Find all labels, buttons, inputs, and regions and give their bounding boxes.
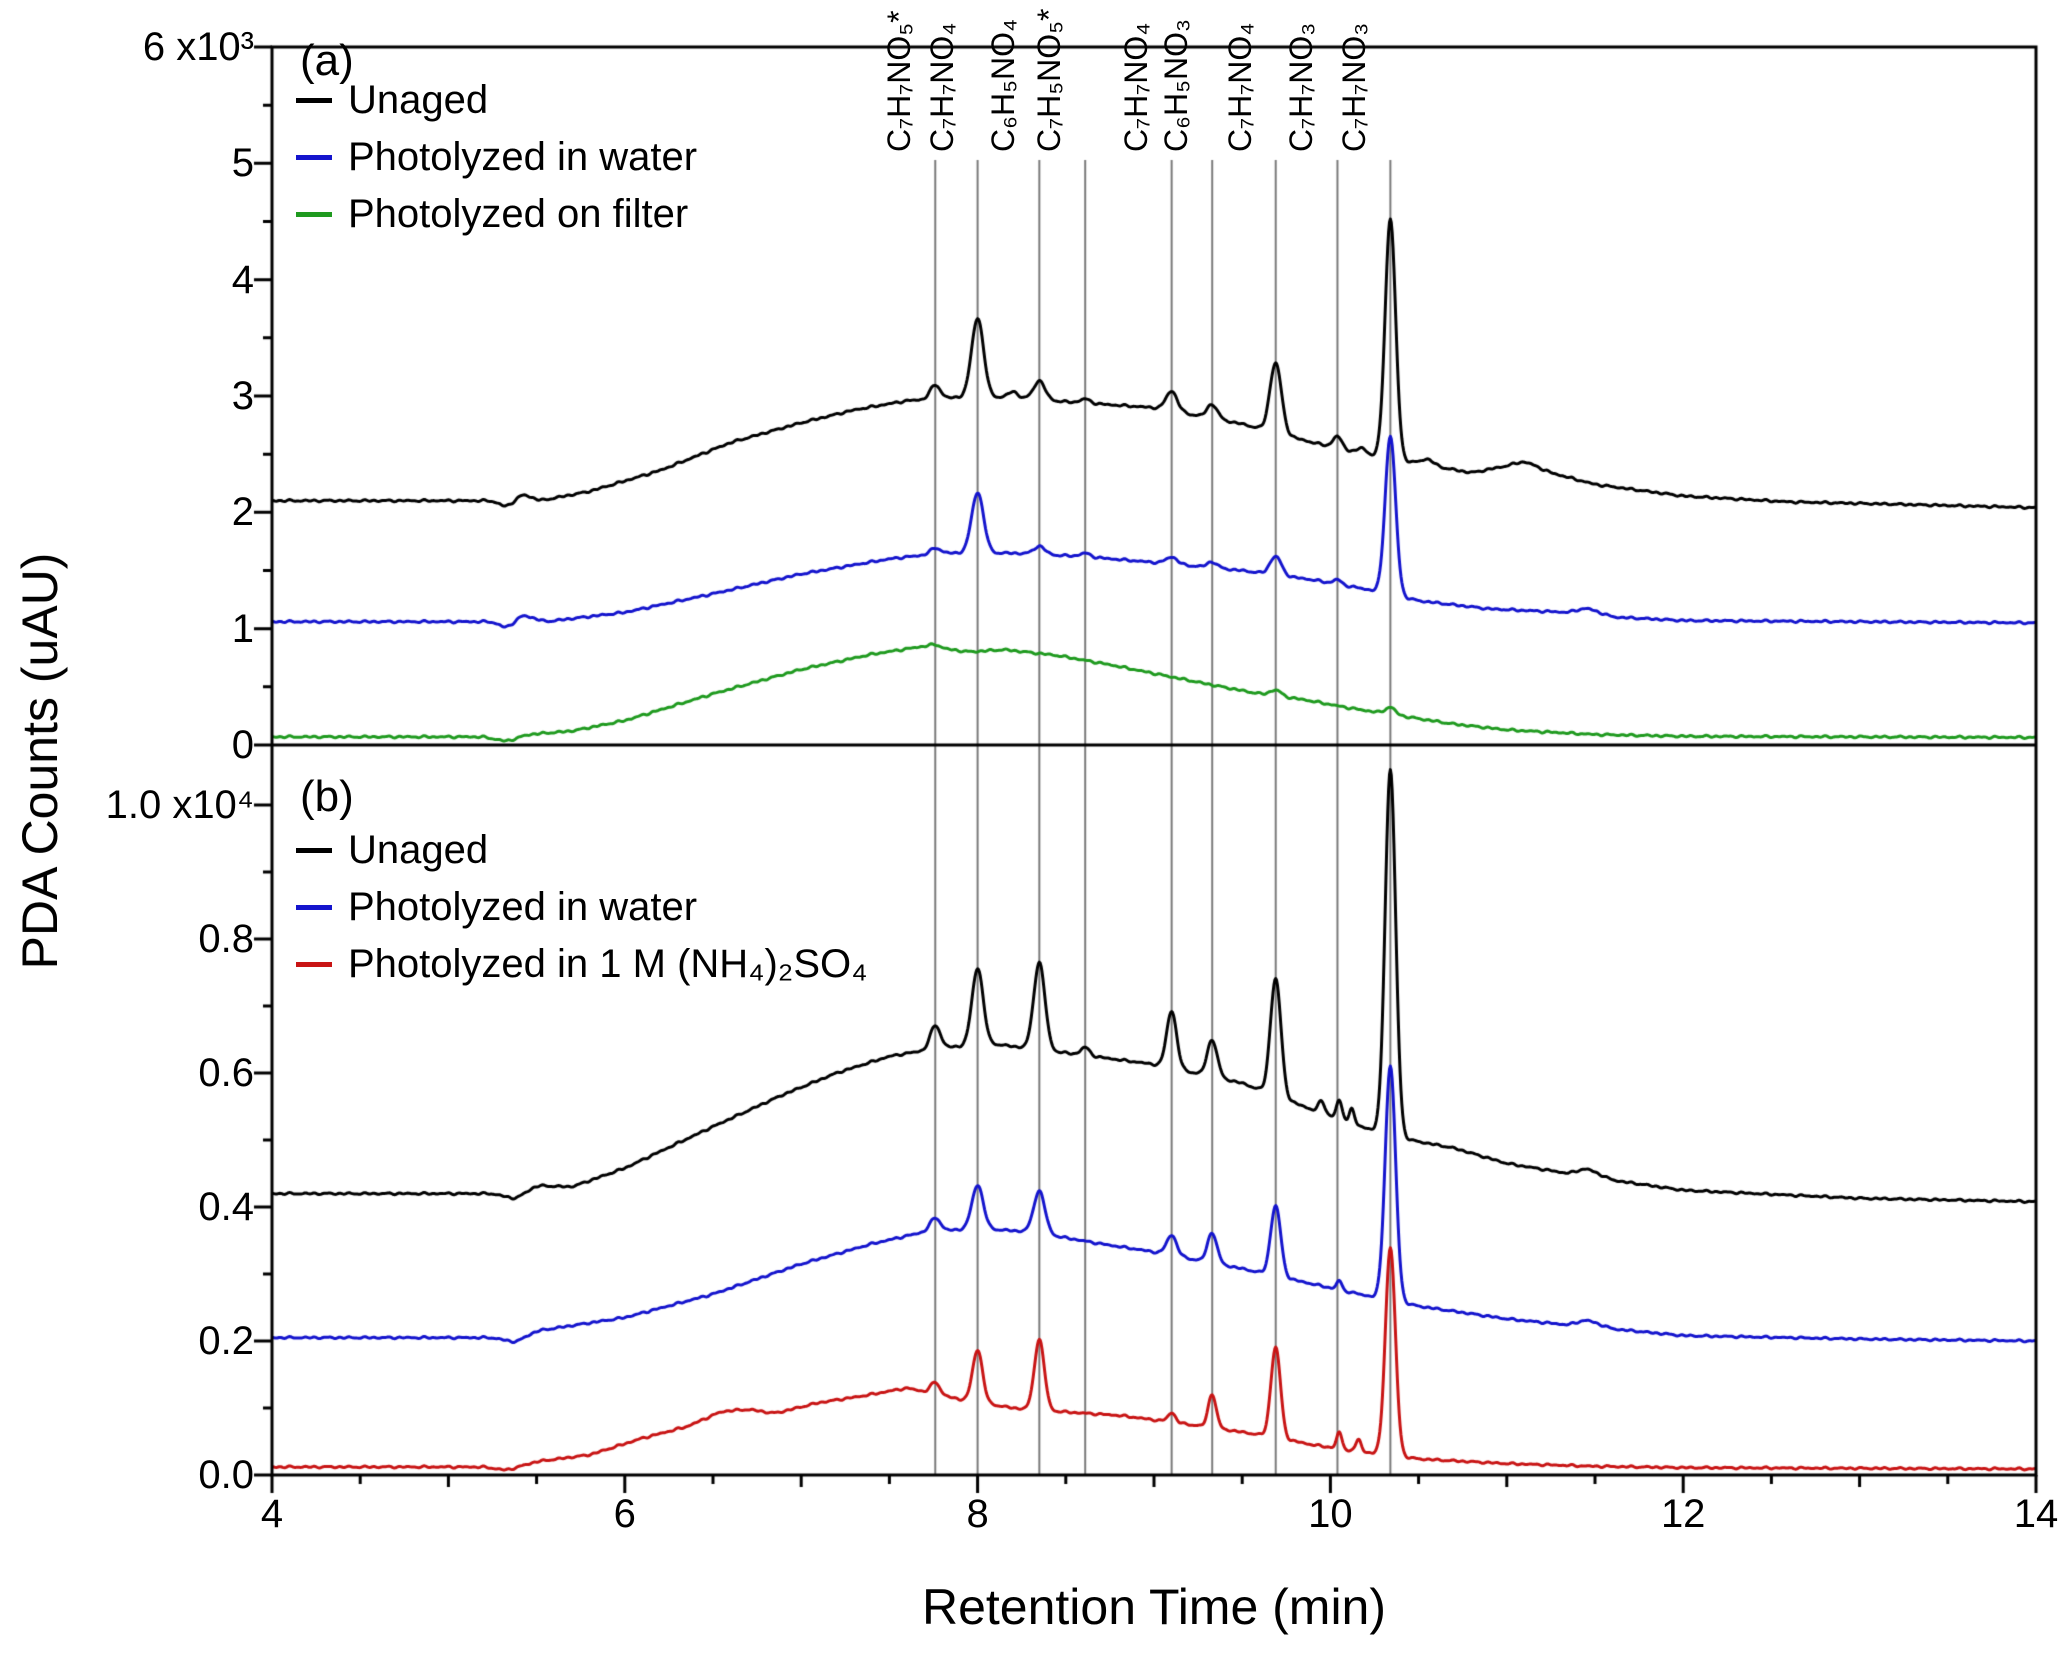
y-axis-label: PDA Counts (uAU) [12,552,68,970]
peak-formula-label: C₇H₇NO₃ [1283,22,1320,152]
legend-item: Photolyzed in water [296,129,697,186]
x-tick-label: 10 [1308,1492,1353,1536]
y-tick-label: 0.4 [198,1185,254,1229]
y-tick-label: 3 [231,374,254,418]
peak-formula-label: C₇H₅NO₅* [1031,8,1068,152]
peak-formula-label: C₇H₇NO₅* [881,10,918,152]
legend-label: Photolyzed in water [348,135,698,179]
legend-label: Unaged [348,78,489,122]
peak-formula-label: C₆H₅NO₄ [985,18,1022,152]
legend-line-swatch [296,155,332,160]
legend-label: Photolyzed on filter [348,192,689,236]
y-tick-label: 0.0 [198,1453,254,1497]
y-tick-label: 0.6 [198,1051,254,1095]
peak-formula-label: C₇H₇NO₃ [1336,22,1373,152]
legend-line-swatch [296,962,332,967]
legend-line-swatch [296,212,332,217]
peak-formula-label: C₆H₅NO₃ [1158,18,1195,152]
peak-formula-label: C₇H₇NO₄ [1221,22,1258,152]
y-tick-label: 5 [231,141,254,186]
y-tick-label: 0.8 [198,917,254,961]
legend-panel-b: Unaged Photolyzed in water Photolyzed in 1… [296,822,867,993]
peak-formula-label: C₇H₇NO₄ [1117,22,1154,152]
legend-item: Photolyzed on filter [296,186,697,243]
y-tick-label: 2 [231,490,254,535]
x-tick-label: 4 [260,1492,284,1536]
x-tick-label: 8 [966,1492,989,1536]
y-tick-label: 1 [231,606,254,651]
legend-item: Photolyzed in water [296,879,867,936]
legend-item: Unaged [296,72,697,129]
x-tick-label: 12 [1660,1492,1706,1536]
x-tick-label: 14 [2013,1492,2059,1536]
y-tick-label: 0.2 [198,1319,254,1363]
legend-panel-a: Unaged Photolyzed in water Photolyzed on f… [296,72,697,243]
y-tick-label: 4 [231,257,254,302]
legend-item: Unaged [296,822,867,879]
panel-b-label: (b) [300,772,354,821]
x-axis-label: Retention Time (min) [921,1579,1387,1635]
legend-label: Photolyzed in 1 M (NH₄)₂SO₄ [348,942,868,986]
legend-line-swatch [296,905,332,910]
legend-line-swatch [296,848,332,853]
peak-formula-label: C₇H₇NO₄ [923,22,960,152]
legend-item: Photolyzed in 1 M (NH₄)₂SO₄ [296,936,867,993]
legend-label: Photolyzed in water [348,885,698,929]
panel-a-label: (a) [300,36,354,85]
y-tick-label: 1.0 x10⁴ [105,783,254,827]
y-tick-label: 0 [231,723,254,767]
legend-label: Unaged [348,828,489,872]
legend-line-swatch [296,98,332,103]
x-tick-label: 6 [613,1492,636,1536]
y-tick-label: 6 x10³ [142,25,254,69]
